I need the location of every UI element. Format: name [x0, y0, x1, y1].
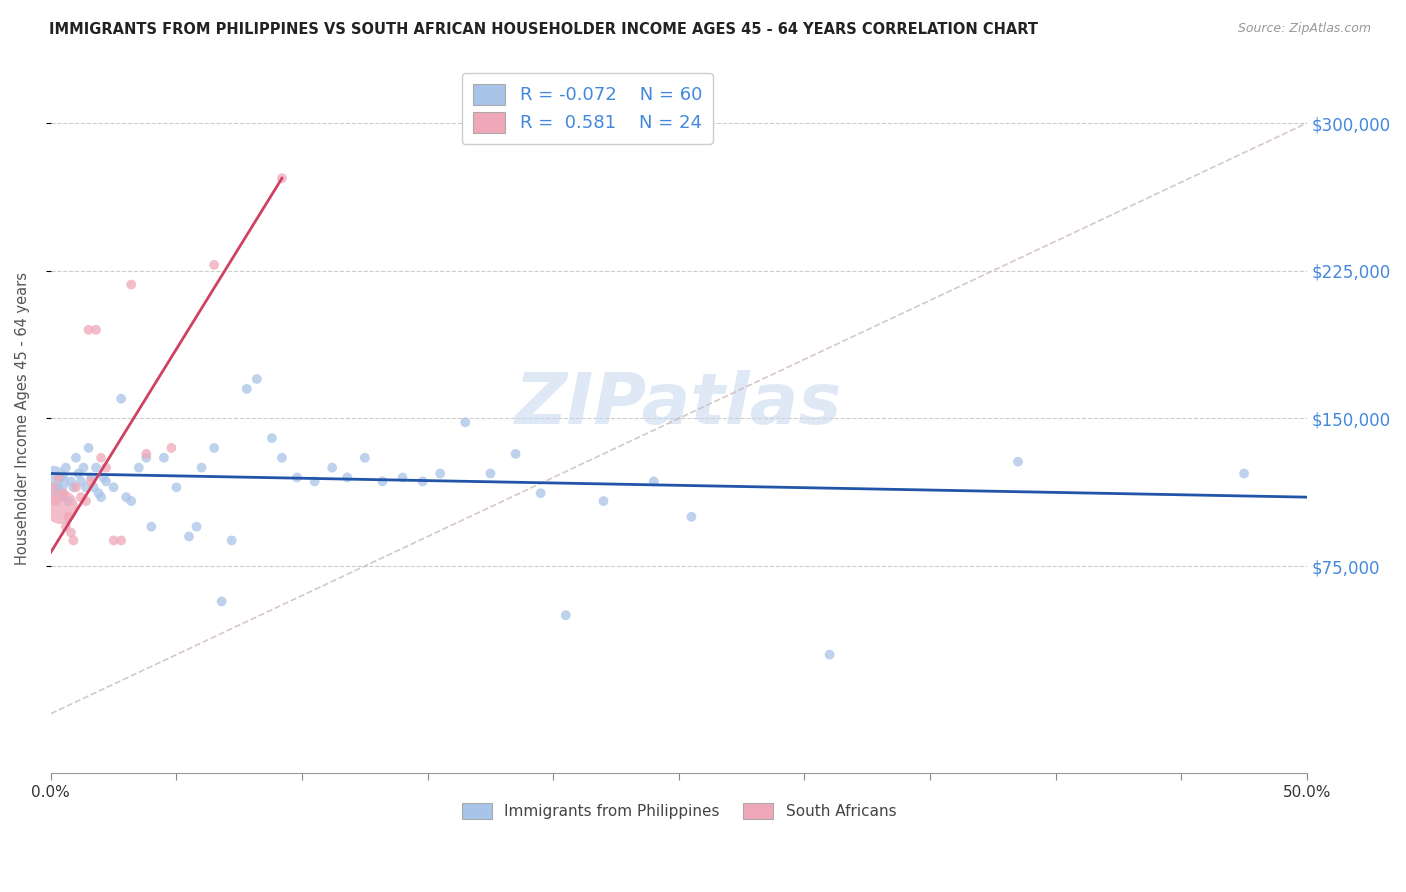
Point — [48, 480, 70, 494]
Point — [49, 500, 72, 514]
Point — [80, 475, 103, 489]
Point — [110, 392, 132, 406]
Point — [65, 480, 87, 494]
Point — [271, 171, 294, 186]
Text: IMMIGRANTS FROM PHILIPPINES VS SOUTH AFRICAN HOUSEHOLDER INCOME AGES 45 - 64 YEA: IMMIGRANTS FROM PHILIPPINES VS SOUTH AFR… — [49, 22, 1038, 37]
Point — [246, 372, 269, 386]
Legend: Immigrants from Philippines, South Africans: Immigrants from Philippines, South Afric… — [456, 797, 903, 825]
Point — [371, 475, 394, 489]
Point — [93, 470, 115, 484]
Point — [285, 470, 308, 484]
Point — [103, 533, 125, 548]
Point — [554, 608, 576, 623]
Point — [505, 447, 527, 461]
Point — [62, 480, 84, 494]
Point — [80, 470, 103, 484]
Point — [135, 447, 157, 461]
Point — [321, 460, 343, 475]
Point — [42, 480, 65, 494]
Point — [211, 594, 233, 608]
Point — [260, 431, 283, 445]
Point — [165, 480, 187, 494]
Point — [62, 533, 84, 548]
Point — [429, 467, 451, 481]
Point — [221, 533, 243, 548]
Point — [115, 490, 138, 504]
Point — [271, 450, 294, 465]
Point — [120, 494, 142, 508]
Point — [77, 441, 100, 455]
Point — [186, 519, 208, 533]
Point — [592, 494, 614, 508]
Point — [48, 470, 70, 484]
Point — [353, 450, 375, 465]
Point — [128, 460, 150, 475]
Point — [141, 519, 163, 533]
Point — [52, 490, 75, 504]
Point — [153, 450, 176, 465]
Point — [202, 441, 225, 455]
Point — [55, 460, 77, 475]
Point — [58, 494, 80, 508]
Text: Source: ZipAtlas.com: Source: ZipAtlas.com — [1237, 22, 1371, 36]
Point — [77, 323, 100, 337]
Point — [67, 467, 90, 481]
Point — [65, 450, 87, 465]
Point — [84, 323, 107, 337]
Text: ZIPatlas: ZIPatlas — [515, 369, 842, 439]
Point — [49, 470, 72, 484]
Point — [454, 415, 477, 429]
Point — [177, 529, 200, 543]
Point — [42, 475, 65, 489]
Point — [70, 490, 93, 504]
Point — [75, 494, 97, 508]
Point — [84, 460, 107, 475]
Point — [412, 475, 434, 489]
Point — [818, 648, 841, 662]
Point — [90, 450, 112, 465]
Point — [70, 475, 93, 489]
Point — [58, 509, 80, 524]
Point — [190, 460, 212, 475]
Point — [336, 470, 359, 484]
Point — [120, 277, 142, 292]
Point — [643, 475, 665, 489]
Point — [52, 486, 75, 500]
Point — [94, 475, 117, 489]
Point — [391, 470, 413, 484]
Point — [304, 475, 326, 489]
Point — [55, 519, 77, 533]
Point — [90, 490, 112, 504]
Point — [1007, 455, 1029, 469]
Point — [83, 480, 105, 494]
Point — [45, 494, 67, 508]
Point — [160, 441, 183, 455]
Point — [530, 486, 553, 500]
Point — [479, 467, 502, 481]
Point — [135, 450, 157, 465]
Point — [236, 382, 259, 396]
Point — [59, 475, 82, 489]
Y-axis label: Householder Income Ages 45 - 64 years: Householder Income Ages 45 - 64 years — [15, 272, 30, 565]
Point — [1233, 467, 1256, 481]
Point — [110, 533, 132, 548]
Point — [681, 509, 703, 524]
Point — [94, 460, 117, 475]
Point — [87, 486, 110, 500]
Point — [72, 460, 94, 475]
Point — [202, 258, 225, 272]
Point — [59, 525, 82, 540]
Point — [103, 480, 125, 494]
Point — [75, 480, 97, 494]
